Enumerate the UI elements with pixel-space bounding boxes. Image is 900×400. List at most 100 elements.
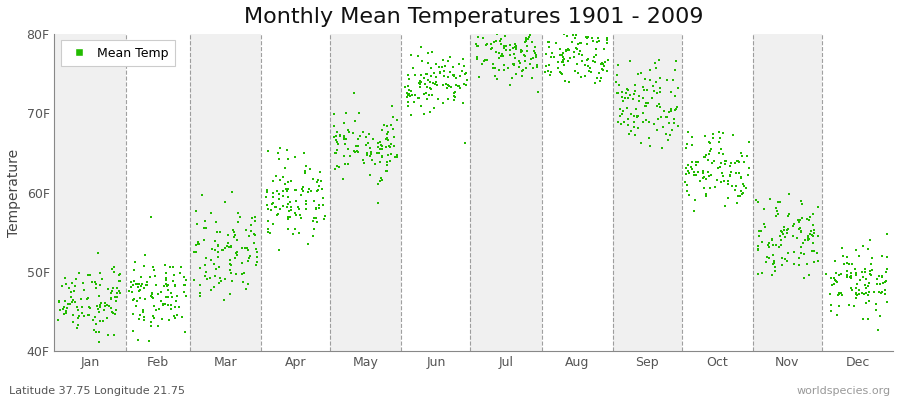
Point	[346, 148, 361, 154]
Point	[575, 58, 590, 64]
Point	[631, 112, 645, 119]
Point	[230, 249, 245, 255]
Point	[228, 232, 242, 238]
Point	[248, 240, 262, 246]
Point	[495, 52, 509, 59]
Point	[240, 281, 255, 287]
Point	[457, 81, 472, 88]
Point	[824, 275, 839, 281]
Point	[65, 299, 79, 305]
Point	[417, 111, 431, 117]
Point	[664, 127, 679, 133]
Point	[584, 69, 598, 75]
Point	[447, 92, 462, 99]
Point	[859, 282, 873, 288]
Point	[716, 178, 731, 184]
Point	[161, 286, 176, 293]
Point	[459, 77, 473, 83]
Point	[711, 164, 725, 171]
Point	[193, 290, 207, 297]
Point	[104, 296, 118, 302]
Point	[551, 59, 565, 65]
Point	[840, 254, 854, 261]
Point	[593, 78, 608, 84]
Point	[559, 47, 573, 53]
Point	[131, 337, 146, 343]
Point	[758, 224, 772, 230]
Point	[566, 32, 580, 38]
Point	[383, 158, 398, 164]
Point	[126, 328, 140, 334]
Point	[268, 204, 283, 210]
Point	[734, 174, 749, 181]
Point	[158, 276, 173, 283]
Point	[249, 246, 264, 252]
Point	[310, 204, 324, 211]
Point	[382, 143, 396, 150]
Point	[385, 114, 400, 120]
Point	[652, 57, 667, 64]
Point	[95, 276, 110, 282]
Point	[101, 332, 115, 338]
Point	[760, 254, 775, 260]
Point	[225, 278, 239, 284]
Point	[620, 87, 634, 93]
Point	[780, 250, 795, 256]
Point	[380, 134, 394, 141]
Point	[106, 332, 121, 338]
Point	[636, 84, 651, 91]
Point	[544, 69, 558, 76]
Point	[411, 52, 426, 59]
Point	[93, 270, 107, 276]
Point	[351, 136, 365, 142]
Point	[145, 294, 159, 300]
Point	[359, 142, 374, 148]
Point	[714, 178, 728, 185]
Point	[840, 272, 854, 278]
Point	[622, 131, 636, 137]
Point	[177, 328, 192, 335]
Point	[230, 210, 245, 217]
Point	[480, 40, 494, 47]
Point	[433, 69, 447, 75]
Point	[261, 206, 275, 213]
Point	[662, 120, 676, 126]
Point	[381, 152, 395, 158]
Point	[806, 248, 820, 254]
Point	[417, 75, 431, 82]
Point	[135, 281, 149, 288]
Point	[240, 245, 255, 251]
Point	[788, 221, 802, 227]
Point	[773, 199, 788, 205]
Point	[792, 262, 806, 268]
Point	[357, 159, 372, 166]
Point	[91, 305, 105, 312]
Point	[850, 281, 864, 288]
Point	[716, 130, 731, 136]
Point	[203, 275, 218, 281]
Point	[659, 114, 673, 121]
Point	[280, 204, 294, 210]
Point	[223, 262, 238, 268]
Point	[347, 148, 362, 155]
Point	[669, 106, 683, 112]
Point	[770, 242, 784, 248]
Point	[507, 60, 521, 67]
Point	[354, 132, 368, 139]
Point	[857, 291, 871, 297]
Point	[127, 295, 141, 302]
Point	[690, 159, 705, 165]
Point	[289, 212, 303, 219]
Point	[742, 172, 756, 178]
Point	[421, 60, 436, 66]
Point	[793, 217, 807, 223]
Point	[296, 184, 310, 190]
Point	[418, 71, 433, 77]
Point	[524, 56, 538, 62]
Point	[380, 159, 394, 166]
Point	[424, 65, 438, 72]
Point	[284, 178, 298, 184]
Point	[131, 316, 146, 322]
Point	[778, 234, 792, 240]
Point	[282, 208, 296, 214]
